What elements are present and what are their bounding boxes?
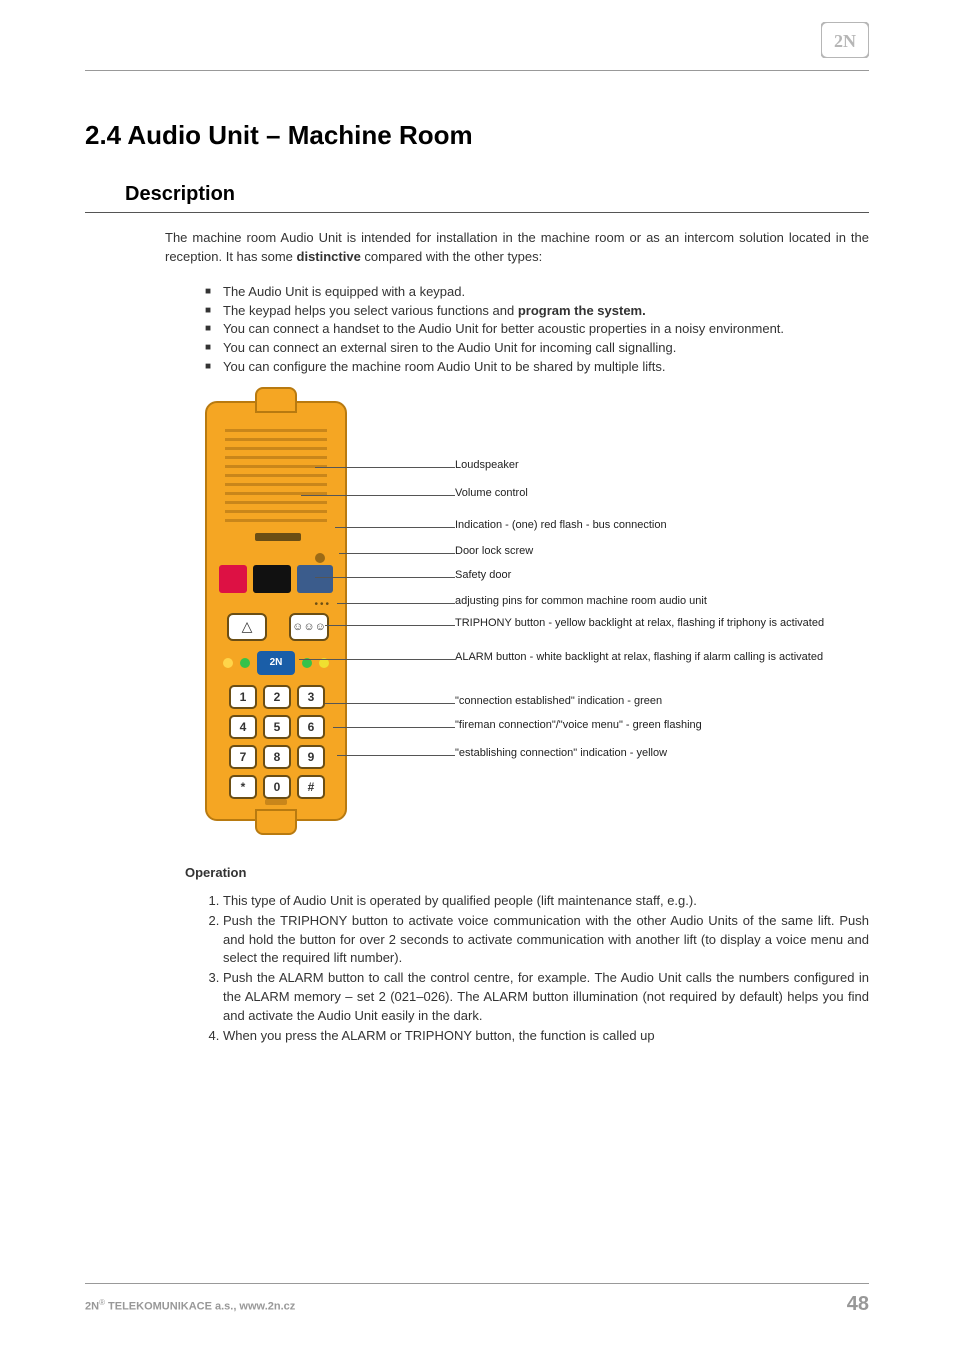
volume-control-icon [255, 533, 301, 541]
diagram-label: "connection established" indication - gr… [455, 695, 875, 709]
footer-rule [85, 1283, 869, 1284]
alarm-button-icon: 2N [257, 651, 295, 675]
key-hash: # [297, 775, 325, 799]
diagram-label: Loudspeaker [455, 459, 875, 473]
device-diagram: ••• △ ☺☺☺ 2N 1 2 3 4 5 6 7 8 9 [205, 401, 869, 841]
key-star: * [229, 775, 257, 799]
key-5: 5 [263, 715, 291, 739]
safety-door-panel-icon [297, 565, 333, 593]
list-item: Push the TRIPHONY button to activate voi… [223, 912, 869, 969]
leader-line [301, 495, 455, 496]
leader-line [335, 527, 455, 528]
leader-line [315, 577, 455, 578]
alarm-row: 2N [223, 651, 329, 675]
intro-paragraph: The machine room Audio Unit is intended … [165, 229, 869, 267]
key-3: 3 [297, 685, 325, 709]
intro-bold: distinctive [297, 249, 361, 264]
loudspeaker-icon [225, 423, 327, 528]
device-bottom-tab [255, 809, 297, 835]
list-item: You can configure the machine room Audio… [205, 358, 869, 377]
list-item: When you press the ALARM or TRIPHONY but… [223, 1027, 869, 1046]
key-7: 7 [229, 745, 257, 769]
triphony-button-icon: △ [227, 613, 267, 641]
intro-post: compared with the other types: [361, 249, 542, 264]
led-yellow-icon [223, 658, 233, 668]
list-item: Push the ALARM button to call the contro… [223, 969, 869, 1026]
key-1: 1 [229, 685, 257, 709]
safety-door-icon [253, 565, 291, 593]
adjusting-pins-icon: ••• [314, 599, 331, 610]
list-item: You can connect an external siren to the… [205, 339, 869, 358]
key-2: 2 [263, 685, 291, 709]
diagram-label: TRIPHONY button - yellow backlight at re… [455, 617, 875, 631]
key-6: 6 [297, 715, 325, 739]
device-body: ••• △ ☺☺☺ 2N 1 2 3 4 5 6 7 8 9 [205, 401, 347, 821]
brand-logo: 2N [821, 22, 869, 58]
leader-line [315, 467, 455, 468]
safety-door-row [219, 565, 333, 593]
diagram-label: "establishing connection" indication - y… [455, 747, 875, 761]
section-heading: Description [85, 183, 869, 213]
key-9: 9 [297, 745, 325, 769]
page-footer: 2N® TELEKOMUNIKACE a.s., www.2n.cz 48 [85, 1293, 869, 1316]
leader-line [339, 553, 455, 554]
led-green-icon [240, 658, 250, 668]
device-top-tab [255, 387, 297, 413]
indicator-icon [219, 565, 247, 593]
leader-line [325, 703, 455, 704]
list-item: The keypad helps you select various func… [205, 302, 869, 321]
diagram-label: Door lock screw [455, 545, 875, 559]
page-number: 48 [847, 1293, 869, 1316]
triphony-row: △ ☺☺☺ [227, 613, 329, 641]
diagram-label: Volume control [455, 487, 875, 501]
diagram-label: Safety door [455, 569, 875, 583]
key-4: 4 [229, 715, 257, 739]
diagram-label: Indication - (one) red flash - bus conne… [455, 519, 875, 533]
page-title: 2.4 Audio Unit – Machine Room [85, 120, 869, 151]
list-item: The Audio Unit is equipped with a keypad… [205, 283, 869, 302]
diagram-label: ALARM button - white backlight at relax,… [455, 651, 875, 665]
bottom-slot-icon [265, 799, 287, 805]
list-item: You can connect a handset to the Audio U… [205, 320, 869, 339]
leader-line [333, 727, 455, 728]
keypad: 1 2 3 4 5 6 7 8 9 * 0 # [229, 685, 325, 799]
brand-logo-text: 2N [834, 31, 856, 51]
key-8: 8 [263, 745, 291, 769]
feature-list: The Audio Unit is equipped with a keypad… [205, 283, 869, 377]
diagram-label: adjusting pins for common machine room a… [455, 595, 875, 609]
leader-line [337, 603, 455, 604]
header-rule [85, 70, 869, 71]
leader-line [325, 625, 455, 626]
door-lock-screw-icon [315, 553, 325, 563]
triphony-aux-icon: ☺☺☺ [289, 613, 329, 641]
operation-heading: Operation [185, 865, 869, 880]
list-item: This type of Audio Unit is operated by q… [223, 892, 869, 911]
key-0: 0 [263, 775, 291, 799]
operation-list: This type of Audio Unit is operated by q… [201, 892, 869, 1046]
footer-company: 2N® TELEKOMUNIKACE a.s., www.2n.cz [85, 1298, 295, 1313]
leader-line [299, 659, 455, 660]
leader-line [337, 755, 455, 756]
diagram-label: "fireman connection"/"voice menu" - gree… [455, 719, 875, 733]
